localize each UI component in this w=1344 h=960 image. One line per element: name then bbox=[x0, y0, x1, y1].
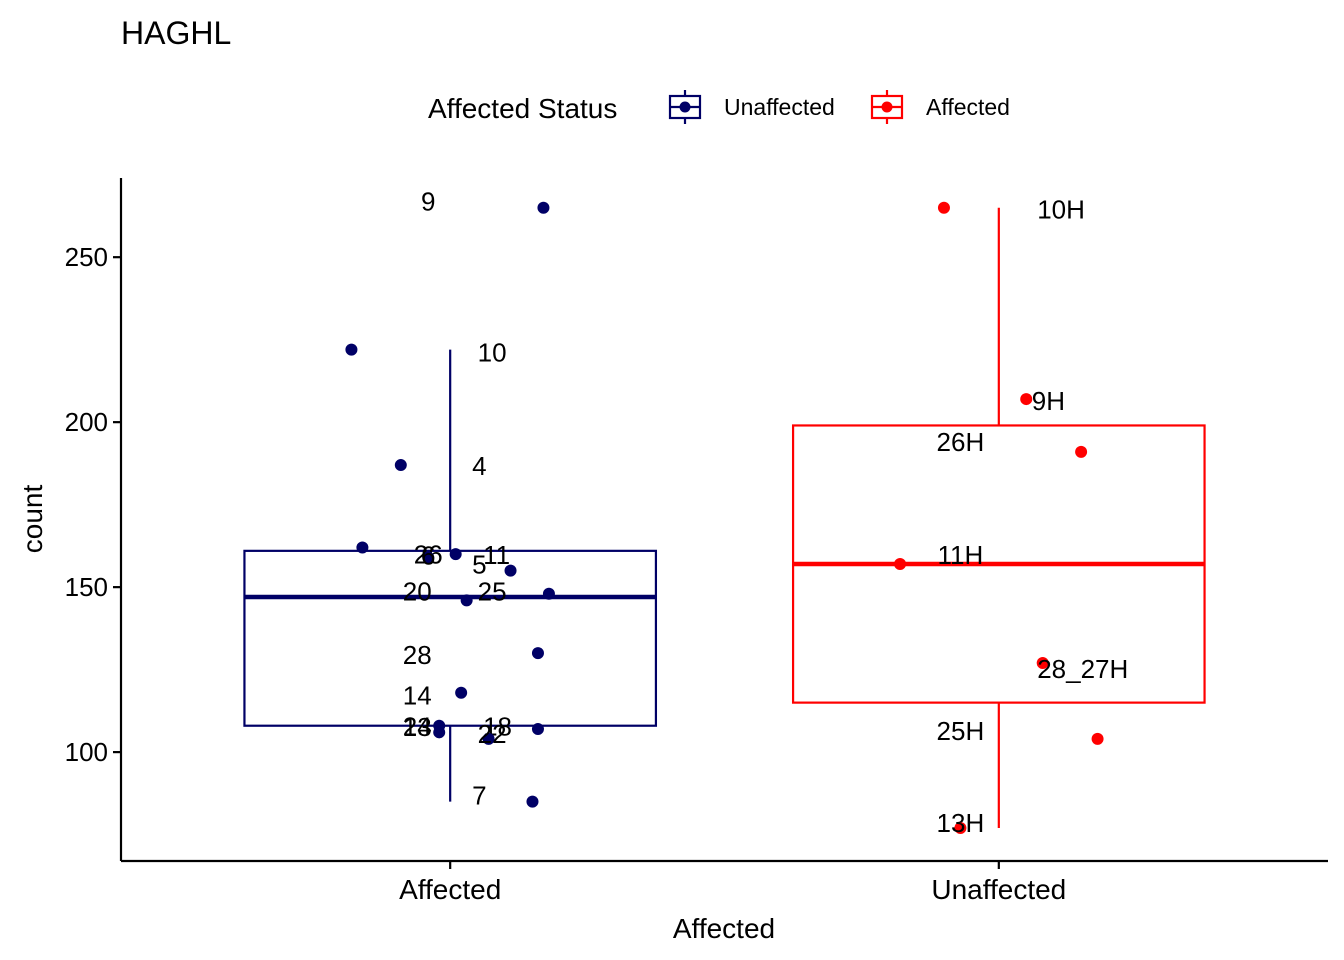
chart-title: HAGHL bbox=[121, 15, 231, 51]
data-point bbox=[1036, 657, 1049, 670]
data-point bbox=[542, 587, 555, 600]
legend-label: Affected bbox=[926, 94, 1010, 120]
legend-entry-unaffected: Unaffected bbox=[668, 90, 835, 124]
data-label: 25H bbox=[937, 716, 985, 746]
box-group-affected: 10H 9H 26H 11H 28_27H 25H 13H bbox=[791, 195, 1206, 838]
data-label: 9H bbox=[1032, 386, 1065, 416]
data-point bbox=[433, 726, 446, 739]
data-point bbox=[526, 795, 539, 808]
y-tick-label: 150 bbox=[65, 572, 108, 602]
data-label: 14 bbox=[403, 681, 432, 711]
data-point bbox=[356, 541, 369, 554]
data-point bbox=[531, 647, 544, 660]
data-label: 13H bbox=[937, 808, 985, 838]
data-label: 11H bbox=[938, 540, 984, 570]
data-label: 24 bbox=[403, 711, 432, 741]
data-point bbox=[954, 822, 967, 835]
legend-key bbox=[668, 90, 702, 124]
data-label: 7 bbox=[472, 781, 486, 811]
legend-key-point bbox=[881, 101, 893, 113]
box-group-unaffected: 910426116520252814181322247 bbox=[243, 187, 658, 811]
legend-key-point bbox=[679, 101, 691, 113]
data-label: 20 bbox=[403, 577, 432, 607]
data-label: 4 bbox=[472, 451, 486, 481]
data-label: 5 bbox=[472, 550, 486, 580]
y-tick-label: 200 bbox=[65, 407, 108, 437]
data-label: 28_27H bbox=[1037, 654, 1128, 684]
data-point bbox=[504, 564, 517, 577]
y-axis-title: count bbox=[17, 485, 48, 554]
x-axis-title: Affected bbox=[673, 913, 775, 944]
data-point bbox=[531, 723, 544, 736]
data-label: 25 bbox=[478, 576, 507, 606]
data-point bbox=[449, 548, 462, 561]
data-label: 13 bbox=[403, 712, 432, 742]
data-point bbox=[1020, 393, 1033, 406]
data-label: 10 bbox=[478, 338, 507, 368]
x-axis: Affected Unaffected bbox=[121, 859, 1328, 905]
x-tick-label: Affected bbox=[399, 874, 501, 905]
legend: Affected Status Unaffected Affected bbox=[428, 90, 1010, 124]
data-label: 11 bbox=[483, 540, 510, 570]
x-tick-label: Unaffected bbox=[931, 874, 1066, 905]
data-label: 22 bbox=[478, 719, 507, 749]
data-label: 26H bbox=[937, 427, 985, 457]
y-tick-label: 250 bbox=[65, 242, 108, 272]
data-point bbox=[894, 558, 907, 571]
y-axis: 100 150 200 250 bbox=[65, 178, 123, 861]
data-point bbox=[455, 686, 468, 699]
legend-title: Affected Status bbox=[428, 93, 617, 124]
data-label: 10H bbox=[1037, 195, 1085, 225]
legend-label: Unaffected bbox=[724, 94, 835, 120]
data-point bbox=[345, 343, 358, 356]
data-point bbox=[537, 201, 550, 214]
data-point bbox=[937, 201, 950, 214]
data-label: 9 bbox=[421, 187, 435, 217]
box bbox=[243, 549, 658, 727]
data-point bbox=[422, 551, 435, 564]
legend-key bbox=[870, 90, 904, 124]
data-point bbox=[1075, 445, 1088, 458]
data-point bbox=[482, 732, 495, 745]
y-tick-label: 100 bbox=[65, 737, 108, 767]
data-point bbox=[460, 594, 473, 607]
data-label: 6 bbox=[421, 540, 435, 570]
data-point bbox=[394, 459, 407, 472]
data-label: 28 bbox=[403, 640, 432, 670]
data-point bbox=[1091, 732, 1104, 745]
legend-entry-affected: Affected bbox=[870, 90, 1010, 124]
